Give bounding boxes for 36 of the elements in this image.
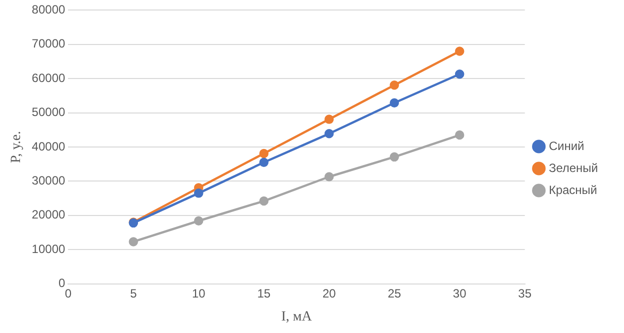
x-axis-title: I, мА (281, 309, 313, 324)
point (454, 70, 464, 79)
x-tick-label: 20 (322, 286, 336, 300)
point (259, 148, 269, 158)
x-tick-label: 30 (452, 286, 467, 300)
point (259, 196, 269, 206)
point (390, 98, 399, 108)
point (324, 172, 334, 182)
x-tick-label: 15 (257, 286, 271, 300)
x-tick-label: 35 (518, 286, 532, 300)
point (194, 188, 204, 198)
point (324, 114, 334, 124)
x-tick-label: 25 (388, 286, 402, 300)
point (390, 152, 399, 162)
x-tick-label: 5 (130, 286, 138, 300)
legend-label: Синий (548, 138, 584, 153)
point (390, 80, 399, 90)
point (324, 129, 334, 138)
x-tick-label: 10 (192, 286, 206, 300)
legend-label: Зеленый (548, 160, 598, 175)
y-tick-label: 30000 (32, 174, 66, 188)
legend-label: Красный (548, 182, 598, 197)
point (259, 158, 269, 168)
y-tick-label: 40000 (32, 139, 66, 154)
point (194, 216, 204, 226)
y-tick-label: 50000 (32, 105, 66, 120)
point (454, 130, 464, 140)
y-tick-label: 10000 (32, 242, 66, 256)
y-tick-label: 60000 (32, 70, 66, 85)
y-tick-label: 70000 (32, 36, 66, 51)
y-tick-label: 20000 (32, 208, 66, 222)
point (454, 46, 464, 56)
y-tick-label: 0 (58, 276, 66, 290)
point (128, 237, 138, 246)
y-tick-label: 80000 (32, 2, 66, 17)
y-axis-title: P, у.е. (9, 130, 24, 164)
